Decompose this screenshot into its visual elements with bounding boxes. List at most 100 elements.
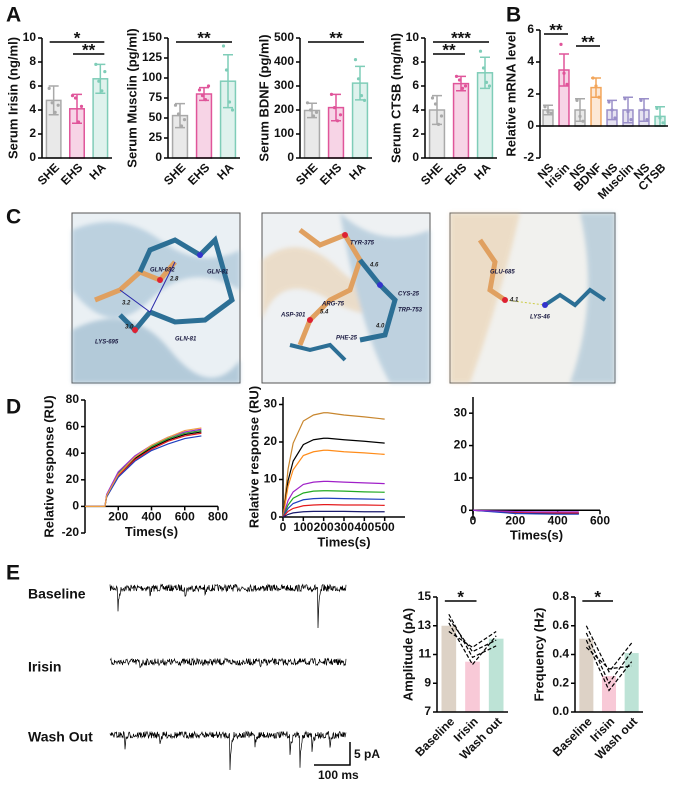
data-point bbox=[221, 44, 226, 48]
structure-image bbox=[449, 212, 616, 384]
y-tick-label: 2 bbox=[412, 126, 419, 140]
significance-label: ** bbox=[442, 40, 456, 59]
y-axis-label: Amplitude (pA) bbox=[400, 608, 415, 701]
residue-label: LYS-695 bbox=[95, 340, 119, 346]
series-line bbox=[282, 490, 385, 518]
data-point bbox=[626, 110, 630, 114]
data-point bbox=[53, 110, 57, 114]
trace-label: Wash Out bbox=[28, 729, 93, 745]
data-point bbox=[436, 122, 441, 126]
y-tick-label: 30 bbox=[264, 397, 278, 411]
y-tick-label: 100 bbox=[142, 70, 162, 84]
data-point bbox=[559, 42, 563, 47]
data-point bbox=[329, 92, 334, 96]
error-bar bbox=[480, 56, 490, 90]
y-axis-label: Serum Irisin (ng/ml) bbox=[5, 37, 20, 159]
data-point bbox=[179, 124, 184, 128]
panel-label: A bbox=[6, 4, 21, 27]
data-point bbox=[197, 88, 202, 92]
y-axis-label: Relative response (RU) bbox=[246, 386, 261, 528]
data-point bbox=[224, 68, 229, 72]
data-point bbox=[607, 100, 611, 104]
y-tick-label: 6 bbox=[29, 78, 36, 92]
series-line bbox=[85, 431, 202, 507]
data-point bbox=[94, 62, 98, 66]
error-bar bbox=[175, 102, 185, 129]
distance-label: 2.8 bbox=[169, 277, 179, 283]
y-tick-label: 10 bbox=[264, 472, 278, 486]
significance-label: ** bbox=[82, 40, 96, 59]
error-bar bbox=[48, 85, 59, 116]
y-tick-label: 10 bbox=[23, 30, 37, 44]
data-point bbox=[70, 94, 75, 98]
y-tick-label: 150 bbox=[142, 30, 162, 44]
bar bbox=[441, 625, 457, 712]
bar bbox=[624, 653, 639, 712]
y-tick-label: 8 bbox=[412, 54, 419, 68]
x-tick-label: EHS bbox=[185, 160, 212, 187]
data-point bbox=[182, 118, 187, 122]
data-point bbox=[50, 101, 54, 105]
subject-line bbox=[585, 646, 632, 670]
data-point bbox=[610, 108, 614, 112]
data-point bbox=[463, 84, 468, 88]
data-point bbox=[56, 103, 60, 107]
residue-label: LYS-46 bbox=[530, 315, 551, 321]
y-tick-label: 13 bbox=[418, 618, 432, 632]
residue-label: TRP-753 bbox=[398, 308, 423, 314]
y-tick-label: 6 bbox=[412, 78, 419, 92]
residue-label: PHE-25 bbox=[336, 336, 358, 342]
subject-line bbox=[448, 613, 497, 659]
data-point bbox=[100, 89, 104, 93]
data-point bbox=[305, 101, 310, 105]
x-tick-label: HA bbox=[346, 160, 368, 182]
y-tick-label: 8 bbox=[29, 54, 36, 68]
y-tick-label: 20 bbox=[264, 434, 278, 448]
x-tick-label: SHE bbox=[293, 160, 320, 187]
x-tick-label: 800 bbox=[208, 510, 228, 524]
series-line bbox=[282, 504, 385, 518]
y-tick-label: 400 bbox=[274, 54, 294, 68]
x-tick-label: 400 bbox=[141, 510, 161, 524]
y-tick-label: 60 bbox=[66, 419, 80, 433]
y-tick-label: 11 bbox=[418, 647, 431, 661]
data-point bbox=[565, 82, 569, 86]
series-line bbox=[282, 480, 385, 518]
data-point bbox=[623, 97, 627, 101]
distance-label: 3.2 bbox=[122, 301, 131, 307]
data-point bbox=[658, 116, 662, 120]
y-axis-label: Relative mRNA level bbox=[503, 31, 518, 156]
y-tick-label: 125 bbox=[142, 50, 162, 64]
x-tick-label: SHE bbox=[418, 160, 445, 187]
residue-label: GLN-692 bbox=[150, 268, 175, 274]
subject-line bbox=[585, 632, 633, 685]
bar bbox=[195, 93, 213, 159]
current-trace bbox=[109, 730, 347, 771]
panel-label: E bbox=[6, 562, 20, 585]
data-point bbox=[359, 94, 364, 98]
y-tick-label: 25 bbox=[149, 130, 163, 144]
data-point bbox=[661, 121, 665, 125]
data-point bbox=[487, 84, 492, 88]
scale-label: 100 ms bbox=[318, 768, 359, 782]
y-tick-label: 40 bbox=[66, 445, 80, 459]
significance-label: * bbox=[74, 28, 81, 47]
error-bar bbox=[72, 93, 82, 124]
data-point bbox=[543, 105, 547, 109]
x-tick-label: 500 bbox=[375, 520, 395, 534]
data-point bbox=[76, 120, 81, 124]
y-tick-label: -20 bbox=[62, 525, 80, 539]
y-tick-label: 100 bbox=[274, 126, 294, 140]
distance-label: 4.0 bbox=[375, 324, 385, 330]
y-tick-label: 0 bbox=[270, 509, 277, 523]
y-tick-label: 4 bbox=[412, 102, 419, 116]
subject-line bbox=[585, 625, 633, 673]
significance-label: *** bbox=[451, 28, 471, 47]
y-tick-label: 10 bbox=[454, 470, 468, 484]
series-line bbox=[282, 449, 385, 518]
data-point bbox=[433, 102, 438, 106]
x-tick-label: 600 bbox=[175, 510, 195, 524]
x-axis-label: Times(s) bbox=[317, 534, 370, 549]
data-point bbox=[332, 106, 337, 110]
y-tick-label: 30 bbox=[454, 405, 468, 419]
